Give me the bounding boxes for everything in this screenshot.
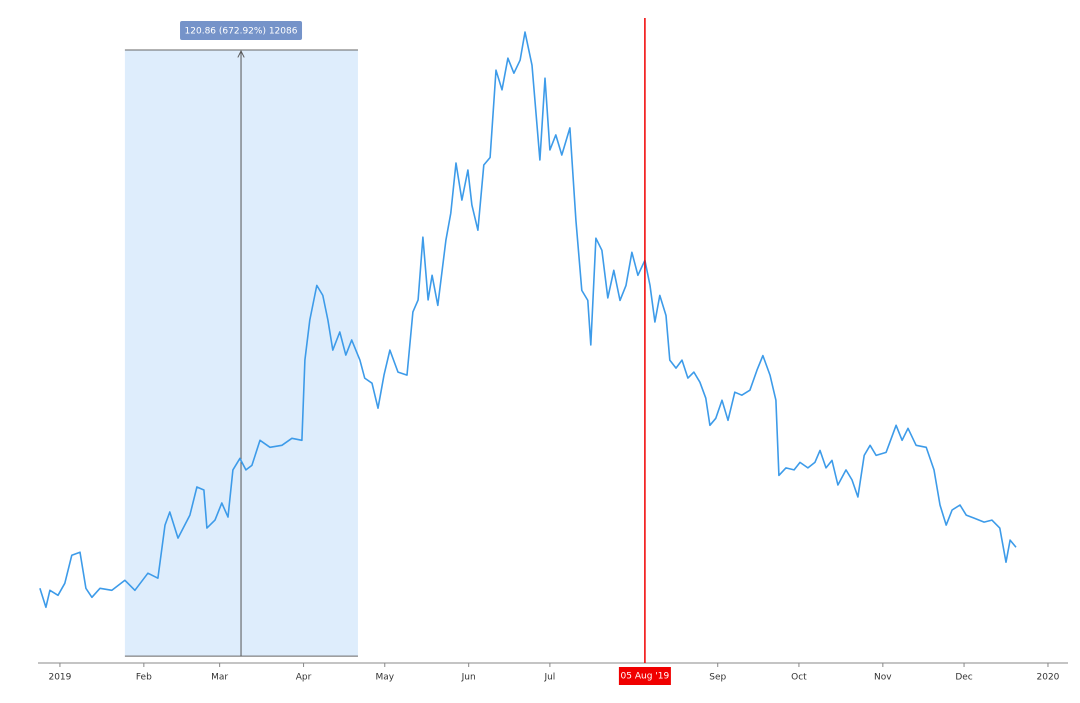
x-tick-label: Oct: [791, 673, 807, 683]
x-tick-label: Sep: [709, 673, 726, 683]
x-tick-label: May: [375, 673, 394, 683]
range-label-box: [180, 21, 303, 40]
x-tick-label: Mar: [211, 673, 228, 683]
crosshair-label: 05 Aug '19: [621, 672, 670, 682]
x-tick-label: 2019: [48, 673, 71, 683]
x-tick-label: 2020: [1037, 673, 1060, 683]
x-tick-label: Jul: [543, 673, 555, 683]
range-label: 120.86 (672.92%) 12086: [185, 27, 298, 37]
x-tick-label: Dec: [955, 673, 972, 683]
x-tick-label: Nov: [874, 673, 892, 683]
x-tick-label: Feb: [136, 673, 152, 683]
price-line: [39, 31, 1017, 609]
x-tick-label: Apr: [296, 673, 312, 683]
crosshair-label-box: [618, 667, 671, 685]
x-tick-label: Jun: [461, 673, 476, 683]
